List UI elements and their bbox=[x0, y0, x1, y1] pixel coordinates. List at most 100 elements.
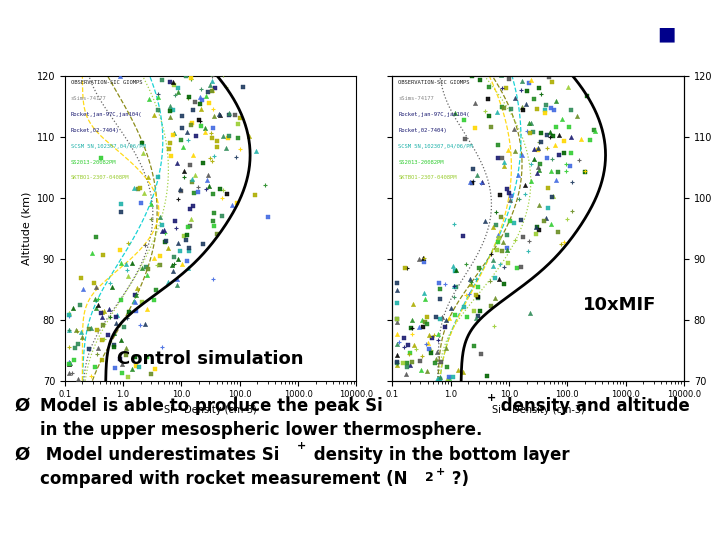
Point bbox=[64, 359, 76, 368]
Point bbox=[402, 363, 413, 372]
Point bbox=[104, 313, 115, 322]
Point bbox=[436, 313, 447, 321]
Text: Rocket,02-7404): Rocket,02-7404) bbox=[398, 128, 447, 133]
Point bbox=[488, 321, 500, 330]
Point bbox=[521, 100, 532, 109]
Point bbox=[546, 193, 557, 201]
Point bbox=[180, 71, 192, 80]
Point bbox=[391, 299, 402, 308]
Point bbox=[122, 272, 134, 280]
Point bbox=[207, 123, 219, 132]
Point bbox=[133, 363, 145, 372]
Point bbox=[510, 146, 521, 155]
Point bbox=[528, 145, 540, 154]
Point bbox=[95, 154, 107, 163]
Point bbox=[457, 367, 469, 376]
Point bbox=[474, 307, 486, 315]
Point bbox=[434, 373, 446, 382]
Point bbox=[161, 237, 172, 246]
Point bbox=[91, 64, 103, 73]
Point bbox=[405, 324, 417, 333]
Point bbox=[230, 111, 241, 119]
Point bbox=[63, 309, 75, 318]
Point bbox=[539, 109, 551, 118]
Point bbox=[136, 264, 148, 272]
Point bbox=[528, 95, 539, 104]
Text: Ø: Ø bbox=[14, 446, 30, 463]
Point bbox=[126, 364, 138, 373]
Point bbox=[75, 327, 86, 336]
Point bbox=[434, 285, 446, 293]
Point bbox=[532, 163, 544, 171]
Point bbox=[176, 123, 188, 132]
Point bbox=[531, 104, 543, 113]
Point bbox=[433, 278, 445, 287]
Point bbox=[152, 60, 163, 69]
Point bbox=[536, 137, 547, 146]
Point bbox=[410, 345, 421, 353]
Point bbox=[204, 153, 216, 162]
Point bbox=[96, 356, 108, 364]
Point bbox=[472, 293, 484, 302]
Point bbox=[192, 183, 204, 192]
Point bbox=[207, 77, 218, 85]
Point bbox=[141, 305, 153, 314]
Point bbox=[521, 126, 533, 135]
Point bbox=[391, 361, 402, 370]
Text: density and altitude: density and altitude bbox=[495, 397, 690, 415]
Point bbox=[550, 97, 562, 106]
Point bbox=[449, 310, 461, 319]
Point bbox=[217, 193, 228, 202]
Point bbox=[237, 83, 248, 91]
Point bbox=[158, 63, 170, 72]
Point bbox=[130, 353, 141, 362]
Point bbox=[476, 178, 487, 186]
Point bbox=[180, 236, 192, 245]
Point bbox=[165, 152, 176, 160]
Point bbox=[207, 190, 218, 198]
Point bbox=[435, 375, 446, 383]
Point bbox=[509, 218, 521, 227]
Point bbox=[552, 228, 564, 237]
Point bbox=[202, 87, 214, 96]
Point bbox=[170, 90, 181, 99]
Point bbox=[173, 83, 184, 92]
Point bbox=[184, 92, 195, 101]
Point bbox=[207, 105, 219, 113]
Point bbox=[426, 334, 437, 342]
Point bbox=[462, 313, 473, 322]
Point bbox=[226, 200, 238, 209]
Point bbox=[92, 294, 104, 303]
Point bbox=[467, 66, 478, 75]
Point bbox=[224, 132, 235, 140]
Point bbox=[140, 240, 151, 249]
Point bbox=[109, 363, 120, 372]
Point bbox=[165, 106, 176, 115]
Text: UNIVERSITY OF LEEDS: UNIVERSITY OF LEEDS bbox=[629, 48, 713, 57]
Point bbox=[88, 279, 99, 287]
Point bbox=[200, 92, 212, 101]
Point bbox=[212, 230, 223, 239]
Point bbox=[204, 69, 216, 78]
Point bbox=[122, 238, 133, 247]
Point bbox=[184, 160, 196, 169]
Point bbox=[475, 350, 487, 359]
Point bbox=[63, 312, 75, 320]
Point bbox=[102, 331, 114, 340]
Point bbox=[560, 166, 572, 175]
Text: SS2013-20082PM: SS2013-20082PM bbox=[71, 159, 116, 165]
Point bbox=[211, 137, 222, 146]
Point bbox=[194, 99, 206, 108]
Point bbox=[423, 330, 435, 339]
Point bbox=[571, 111, 582, 120]
Point bbox=[547, 132, 559, 140]
Point bbox=[548, 106, 559, 114]
Point bbox=[91, 326, 102, 334]
Point bbox=[391, 315, 402, 323]
Point bbox=[83, 345, 94, 353]
Point bbox=[493, 234, 505, 242]
Point bbox=[534, 226, 545, 234]
Point bbox=[187, 66, 199, 75]
Point bbox=[166, 69, 178, 77]
Point bbox=[495, 260, 506, 269]
